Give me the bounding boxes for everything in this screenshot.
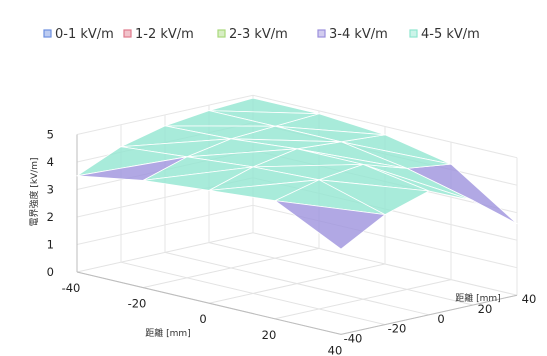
legend-swatch bbox=[409, 29, 418, 38]
legend: 0-1 kV/m 1-2 kV/m 2-3 kV/m 3-4 kV/m 4-5 kV/m bbox=[43, 27, 480, 42]
y-tick-label: 40 bbox=[522, 292, 537, 306]
z-tick-label: 3 bbox=[47, 183, 54, 197]
legend-label: 2-3 kV/m bbox=[229, 27, 288, 42]
axes bbox=[76, 134, 518, 335]
z-tick-label: 2 bbox=[47, 210, 54, 224]
x-tick-label: -40 bbox=[62, 281, 81, 295]
floor-grid-line bbox=[208, 263, 386, 304]
surface-facet bbox=[76, 156, 188, 181]
legend-label: 3-4 kV/m bbox=[329, 27, 388, 42]
y-tick-label: 20 bbox=[478, 302, 493, 316]
legend-swatch bbox=[217, 29, 226, 38]
surface bbox=[76, 97, 518, 250]
legend-item: 4-5 kV/m bbox=[409, 27, 480, 42]
legend-label: 4-5 kV/m bbox=[421, 27, 480, 42]
y-axis-title: 距離 [mm] bbox=[455, 292, 500, 304]
z-tick-label: 4 bbox=[47, 155, 54, 169]
legend-swatch bbox=[317, 29, 326, 38]
y-tick-label: -20 bbox=[388, 322, 407, 336]
legend-swatch bbox=[123, 29, 132, 38]
surface-facet bbox=[274, 200, 386, 250]
floor-grid-line bbox=[274, 279, 452, 320]
x-tick-label: 40 bbox=[328, 343, 343, 356]
legend-label: 0-1 kV/m bbox=[55, 27, 114, 42]
legend-label: 1-2 kV/m bbox=[135, 27, 194, 42]
z-axis-title: 電界強度 [kV/m] bbox=[28, 157, 40, 226]
floor-grid-line bbox=[142, 247, 320, 289]
y-tick-label: 0 bbox=[437, 312, 444, 326]
z-tick-label: 5 bbox=[47, 128, 54, 142]
legend-item: 2-3 kV/m bbox=[217, 27, 288, 42]
axis-titles: 距離 [mm] 距離 [mm] 電界強度 [kV/m] bbox=[28, 157, 501, 339]
y-axis-line bbox=[340, 294, 518, 335]
x-tick-label: 20 bbox=[262, 328, 277, 342]
x-tick-label: -20 bbox=[128, 297, 147, 311]
legend-item: 3-4 kV/m bbox=[317, 27, 388, 42]
legend-swatch bbox=[43, 29, 52, 38]
y-tick-label: -40 bbox=[344, 331, 363, 345]
x-tick-label: 0 bbox=[199, 312, 206, 326]
z-tick-label: 0 bbox=[47, 265, 54, 279]
legend-item: 0-1 kV/m bbox=[43, 27, 114, 42]
surface-facet bbox=[208, 179, 320, 202]
x-axis-title: 距離 [mm] bbox=[145, 327, 190, 339]
x-axis-line bbox=[76, 271, 342, 335]
z-tick-label: 1 bbox=[47, 238, 54, 252]
legend-item: 1-2 kV/m bbox=[123, 27, 194, 42]
surface-facet bbox=[142, 166, 254, 191]
